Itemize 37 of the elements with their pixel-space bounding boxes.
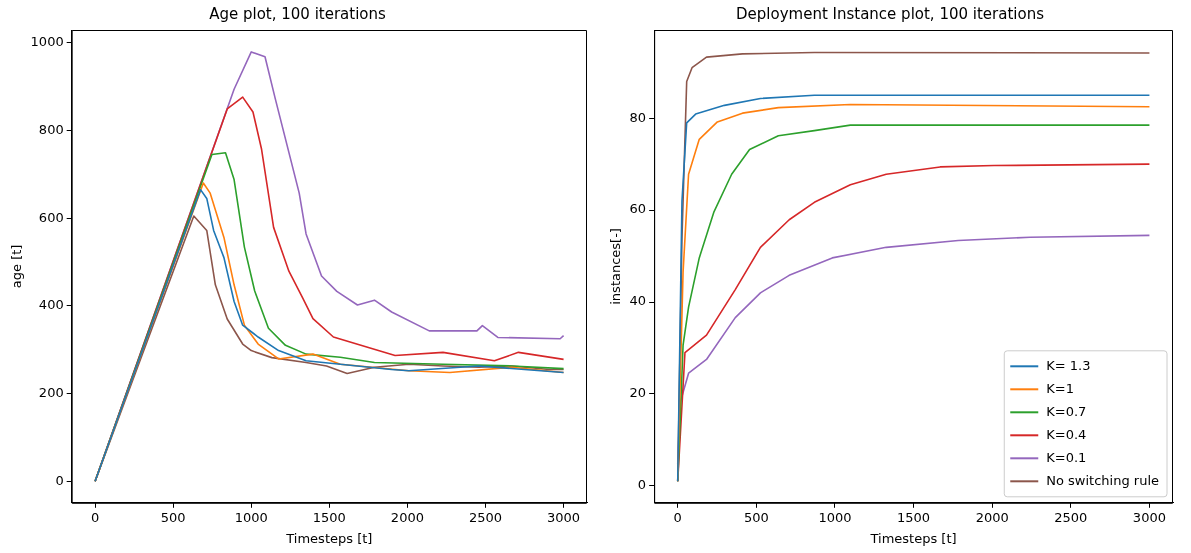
x-tick-label: 0 [673,509,682,525]
x-tick-label: 500 [160,509,186,525]
x-tick-label: 3000 [1132,509,1166,525]
x-tick-label: 2000 [390,509,424,525]
y-tick-label: 0 [55,472,64,488]
x-tick-label: 1500 [312,509,346,525]
x-tick-label: 2000 [975,509,1009,525]
x-tick-label: 1500 [897,509,931,525]
chart-title: Age plot, 100 iterations [209,4,386,23]
y-tick-label: 0 [637,477,647,493]
y-tick-label: 80 [629,109,647,125]
y-tick-label: 1000 [30,34,64,50]
y-tick-label: 800 [38,121,64,137]
y-axis-title: age [t] [9,244,25,289]
legend-label: K= 1.3 [1046,357,1091,373]
legend-label: No switching rule [1046,472,1160,488]
y-tick-label: 60 [629,201,647,217]
x-tick-label: 2500 [468,509,503,525]
x-tick-label: 3000 [547,509,581,525]
chart-title: Deployment Instance plot, 100 iterations [736,4,1045,23]
x-axis-title: Timesteps [t] [285,530,373,546]
y-tick-label: 600 [38,209,64,225]
x-tick-label: 500 [743,509,769,525]
x-tick-label: 0 [90,509,100,525]
legend-label: K=1 [1046,380,1074,396]
y-tick-label: 20 [629,385,647,401]
y-axis-title: instances[-] [608,228,624,305]
x-axis-title: Timesteps [t] [869,530,957,546]
x-tick-label: 1000 [818,509,852,525]
y-tick-label: 40 [629,293,647,309]
legend-label: K=0.1 [1046,449,1087,465]
legend-label: K=0.7 [1046,403,1087,419]
x-tick-label: 2500 [1054,509,1088,525]
y-tick-label: 400 [38,297,64,313]
x-tick-label: 1000 [234,509,268,525]
y-tick-label: 200 [38,384,64,400]
legend-label: K=0.4 [1046,426,1087,442]
